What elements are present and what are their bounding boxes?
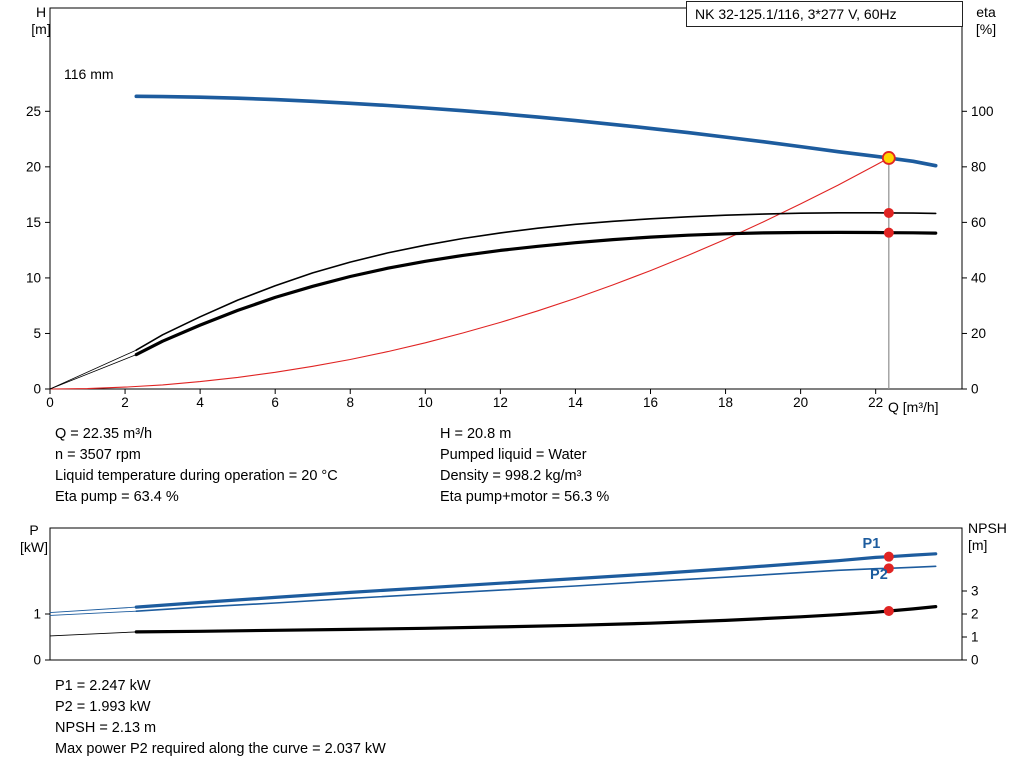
svg-text:P1: P1	[863, 536, 881, 552]
svg-text:25: 25	[26, 104, 41, 119]
p-axis-unit: [kW]	[20, 539, 48, 555]
eta-axis-title: eta [%]	[968, 4, 1004, 38]
pumped-liquid-text: Pumped liquid = Water	[440, 447, 587, 463]
svg-text:8: 8	[346, 395, 354, 410]
svg-text:20: 20	[971, 326, 986, 341]
top-info-left: Q = 22.35 m³/h n = 3507 rpm Liquid tempe…	[55, 424, 338, 508]
svg-text:1: 1	[33, 607, 41, 622]
svg-text:20: 20	[26, 159, 41, 174]
svg-text:10: 10	[26, 270, 41, 285]
svg-text:4: 4	[196, 395, 204, 410]
svg-text:22: 22	[868, 395, 883, 410]
impeller-diameter-label: 116 mm	[64, 66, 114, 82]
duty-flow-text: Q = 22.35 m³/h	[55, 426, 153, 442]
h-axis-title: H [m]	[24, 4, 58, 38]
svg-text:5: 5	[33, 326, 41, 341]
duty-head-text: H = 20.8 m	[440, 426, 512, 442]
svg-text:3: 3	[971, 584, 979, 599]
npsh-axis-symbol: NPSH	[968, 520, 1007, 536]
h-axis-unit: [m]	[31, 21, 51, 37]
q-axis-title: Q [m³/h]	[888, 399, 939, 415]
p2-value-text: P2 = 1.993 kW	[55, 699, 151, 715]
eta-pump-point	[883, 207, 894, 218]
p-axis-title: P [kW]	[14, 522, 54, 556]
svg-text:14: 14	[568, 395, 584, 410]
svg-text:2: 2	[971, 607, 979, 622]
svg-text:15: 15	[26, 215, 41, 230]
eta-axis-unit: [%]	[975, 21, 997, 37]
p-axis-symbol: P	[29, 522, 39, 538]
svg-text:16: 16	[643, 395, 658, 410]
svg-text:100: 100	[971, 104, 994, 119]
npsh-value-text: NPSH = 2.13 m	[55, 720, 157, 736]
svg-text:2: 2	[121, 395, 129, 410]
svg-text:0: 0	[46, 395, 54, 410]
svg-text:6: 6	[271, 395, 279, 410]
svg-text:12: 12	[493, 395, 508, 410]
bottom-info: P1 = 2.247 kW P2 = 1.993 kW NPSH = 2.13 …	[55, 676, 386, 760]
npsh-point	[883, 606, 894, 617]
svg-text:1: 1	[971, 630, 979, 645]
duty-point	[881, 151, 896, 165]
liquid-temperature-text: Liquid temperature during operation = 20…	[55, 468, 338, 484]
eta-pump-motor-text: Eta pump+motor = 56.3 %	[440, 489, 610, 505]
svg-text:10: 10	[418, 395, 433, 410]
eta-axis-symbol: eta	[976, 4, 996, 20]
svg-text:60: 60	[971, 215, 986, 230]
eta-pump-motor-point	[883, 227, 894, 238]
top-info-right: H = 20.8 m Pumped liquid = Water Density…	[440, 424, 609, 508]
svg-text:0: 0	[971, 653, 979, 668]
svg-text:40: 40	[971, 270, 986, 285]
density-text: Density = 998.2 kg/m³	[440, 468, 582, 484]
svg-text:0: 0	[33, 382, 41, 397]
eta-pump-text: Eta pump = 63.4 %	[55, 489, 179, 505]
p1-value-text: P1 = 2.247 kW	[55, 678, 151, 694]
max-power-text: Max power P2 required along the curve = …	[55, 741, 386, 757]
pump-model-title: NK 32-125.1/116, 3*277 V, 60Hz	[686, 1, 963, 27]
h-axis-symbol: H	[35, 4, 47, 20]
svg-text:0: 0	[33, 653, 41, 668]
svg-text:P2: P2	[870, 567, 888, 583]
svg-text:80: 80	[971, 159, 986, 174]
svg-text:0: 0	[971, 382, 979, 397]
p1-point	[883, 551, 894, 562]
svg-text:18: 18	[718, 395, 733, 410]
npsh-axis-title: NPSH [m]	[968, 520, 1022, 554]
p2-point	[883, 563, 894, 574]
npsh-axis-unit: [m]	[968, 537, 988, 553]
svg-text:20: 20	[793, 395, 808, 410]
speed-text: n = 3507 rpm	[55, 447, 141, 463]
